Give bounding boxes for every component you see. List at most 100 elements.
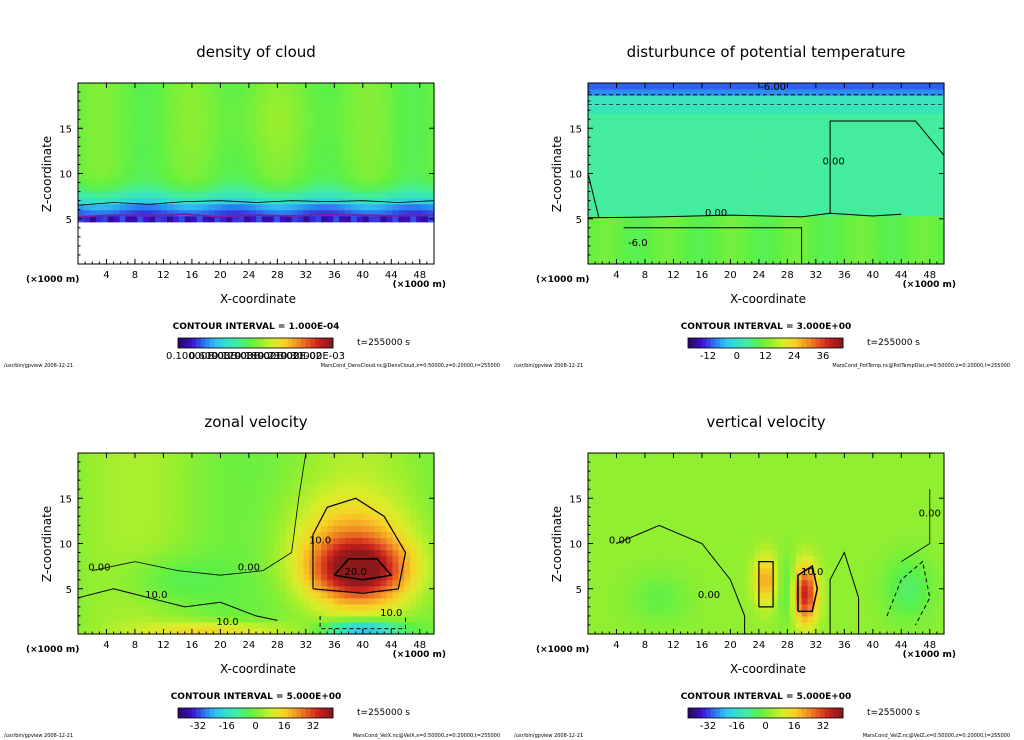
heatmap-cell [220, 591, 227, 599]
heatmap-cell [416, 149, 423, 156]
heatmap-cell [345, 173, 352, 181]
heatmap-cell [267, 555, 275, 563]
heatmap-cell [250, 579, 257, 587]
heatmap-cell [238, 155, 245, 163]
heatmap-cell [866, 95, 874, 102]
heatmap-cell [724, 125, 731, 132]
heatmap-cell [327, 459, 334, 466]
heatmap-cell [611, 167, 619, 175]
heatmap-cell [172, 627, 180, 635]
heatmap-cell [588, 167, 595, 175]
heatmap-cell [380, 89, 388, 96]
heatmap-cell [754, 131, 761, 138]
heatmap-cell [119, 185, 127, 193]
heatmap-cell [700, 221, 708, 229]
heatmap-cell [327, 119, 334, 126]
heatmap-cell [190, 149, 198, 156]
heatmap-cell [647, 215, 654, 223]
heatmap-cell [843, 203, 850, 211]
heatmap-cell [896, 155, 904, 163]
heatmap-cell [617, 221, 625, 229]
heatmap-cell [783, 185, 791, 193]
heatmap-cell [273, 143, 281, 150]
heatmap-cell [884, 209, 892, 217]
heatmap-cell [766, 143, 773, 150]
heatmap-cell [119, 621, 127, 629]
heatmap-cell [730, 179, 737, 187]
heatmap-cell [760, 251, 767, 259]
heatmap-cell [350, 519, 358, 526]
heatmap-cell [641, 179, 648, 187]
heatmap-cell [161, 543, 168, 551]
heatmap-cell [256, 513, 263, 520]
heatmap-cell [706, 185, 714, 193]
heatmap-cell [938, 83, 945, 90]
heatmap-cell [849, 209, 856, 217]
heatmap-cell [635, 209, 642, 217]
colorbar-swatch [838, 338, 844, 348]
heatmap-cell [155, 101, 162, 108]
x-tick-label: 40 [356, 270, 369, 281]
heatmap-cell [843, 179, 850, 187]
heatmap-cell [107, 137, 115, 144]
heatmap-cell [422, 173, 429, 181]
heatmap-cell [831, 221, 838, 229]
heatmap-cell [267, 149, 275, 156]
heatmap-cell [279, 597, 287, 605]
heatmap-cell [428, 179, 435, 187]
heatmap-cell [172, 209, 180, 217]
heatmap-cell [730, 83, 737, 90]
heatmap-cell [95, 203, 103, 211]
heatmap-cell [345, 483, 352, 490]
heatmap-cell [279, 203, 287, 211]
heatmap-cell [374, 95, 382, 102]
heatmap-cell [89, 465, 97, 472]
heatmap-cell [113, 573, 121, 581]
heatmap-cell [155, 155, 162, 163]
heatmap-cell [754, 245, 761, 253]
colorbar-swatch [178, 338, 184, 348]
heatmap-cell [137, 101, 144, 108]
heatmap-cell [244, 507, 251, 514]
heatmap-cell [843, 221, 850, 229]
heatmap-cell [339, 597, 346, 605]
heatmap-cell [178, 609, 186, 617]
heatmap-cell [321, 513, 328, 520]
heatmap-cell [291, 483, 299, 490]
heatmap-cell [273, 191, 281, 199]
heatmap-cell [119, 143, 127, 150]
heatmap-cell [688, 179, 696, 187]
heatmap-cell [267, 197, 275, 205]
heatmap-cell [321, 591, 328, 599]
heatmap-cell [801, 107, 809, 114]
heatmap-cell [178, 477, 186, 484]
heatmap-cell [920, 197, 927, 205]
heatmap-cell [297, 83, 305, 90]
heatmap-cell [837, 143, 844, 150]
heatmap-cell [777, 125, 785, 132]
heatmap-cell [730, 197, 737, 205]
heatmap-cell [155, 161, 162, 169]
heatmap-cell [843, 83, 850, 90]
heatmap-cell [315, 627, 322, 635]
heatmap-cell [327, 579, 334, 587]
heatmap-cell [291, 137, 299, 144]
heatmap-cell [795, 251, 803, 259]
heatmap-cell [333, 615, 340, 623]
heatmap-cell [659, 239, 666, 247]
heatmap-cell [718, 251, 726, 259]
heatmap-cell [315, 89, 322, 96]
heatmap-cell [617, 257, 625, 265]
heatmap-cell [321, 83, 328, 90]
heatmap-cell [309, 83, 316, 90]
heatmap-cell [256, 89, 263, 96]
heatmap-cell [256, 561, 263, 569]
heatmap-cell [273, 483, 281, 490]
heatmap-cell [256, 173, 263, 181]
heatmap-cell [309, 465, 316, 472]
heatmap-cell [172, 95, 180, 102]
heatmap-cell [677, 209, 684, 217]
x-tick-label: 40 [866, 270, 879, 281]
heatmap-cell [321, 573, 328, 581]
heatmap-cell [220, 513, 227, 520]
